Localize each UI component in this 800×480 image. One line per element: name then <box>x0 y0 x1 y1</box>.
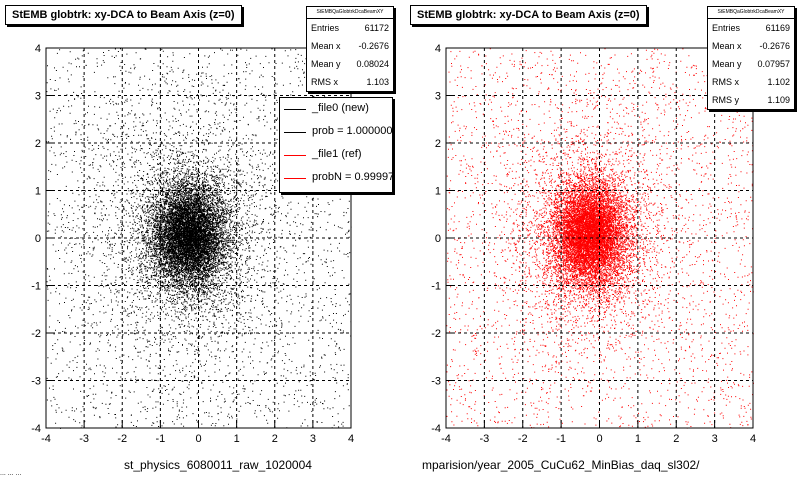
y-tick-label: 0 <box>435 233 441 245</box>
right-chart-title: StEMB globtrk: xy-DCA to Beam Axis (z=0) <box>410 5 647 25</box>
stats-value: 1.103 <box>366 77 389 87</box>
x-tick-label: 0 <box>195 433 201 445</box>
x-tick-label: -3 <box>79 433 89 445</box>
x-tick-label: -3 <box>479 433 489 445</box>
y-tick-label: -2 <box>431 328 441 340</box>
x-tick-label: -1 <box>556 433 566 445</box>
x-tick-label: -4 <box>441 433 451 445</box>
stats-label: Mean x <box>712 41 742 51</box>
legend: _file0 (new) prob = 1.000000 _file1 (ref… <box>279 97 393 193</box>
y-tick-label: -4 <box>431 423 441 435</box>
x-tick-label: 1 <box>635 433 641 445</box>
footer-text: ... ... ... <box>0 470 22 477</box>
x-tick-label: -1 <box>155 433 165 445</box>
axis-ticks: -4 -3 -2 -1 0 1 2 3 4 -4 -3 -2 -1 0 1 2 3 4 <box>431 43 756 445</box>
stats-label: RMS x <box>712 77 739 87</box>
y-tick-label: 3 <box>35 91 41 103</box>
x-tick-label: -4 <box>41 433 51 445</box>
y-tick-label: -1 <box>431 281 441 293</box>
legend-item: prob = 1.000000 <box>280 121 392 144</box>
stats-label: RMS x <box>311 77 338 87</box>
left-x-axis-label: st_physics_6080011_raw_1020004 <box>124 458 312 472</box>
stats-value: 1.102 <box>767 77 790 87</box>
left-stats-row: Mean x -0.2676 <box>307 37 393 55</box>
right-plot-area: -4 -3 -2 -1 0 1 2 3 4 -4 -3 -2 -1 0 1 2 3 4 <box>431 43 756 445</box>
right-chart: -4 -3 -2 -1 0 1 2 3 4 -4 -3 -2 -1 0 1 2 3 4 StEMB globtrk… <box>400 0 800 472</box>
left-stats-name: StEMBQaGlobtrkDcaBeamXY <box>307 7 393 19</box>
legend-item: probN = 0.999976 <box>280 167 392 190</box>
x-tick-label: 3 <box>310 433 316 445</box>
stats-label: Entries <box>311 23 340 33</box>
stats-label: Entries <box>712 23 741 33</box>
stats-value: -0.2676 <box>759 41 790 51</box>
legend-label: probN = 0.999976 <box>312 171 393 183</box>
right-stats-row: Mean y 0.07957 <box>708 55 794 73</box>
y-tick-label: 2 <box>435 138 441 150</box>
left-chart-title: StEMB globtrk: xy-DCA to Beam Axis (z=0) <box>5 5 242 25</box>
scatter-point-cloud <box>446 48 754 429</box>
x-tick-label: 0 <box>596 433 602 445</box>
axis-ticks: -4 -3 -2 -1 0 1 2 3 4 -4 -3 -2 -1 0 1 2 3 4 <box>31 43 354 445</box>
stats-label: Mean y <box>712 59 742 69</box>
stats-value: 61169 <box>765 23 790 33</box>
stats-value: 0.07957 <box>757 59 790 69</box>
y-tick-label: -4 <box>31 423 41 435</box>
x-tick-label: 2 <box>272 433 278 445</box>
x-tick-label: -2 <box>117 433 127 445</box>
stats-label: Mean y <box>311 59 341 69</box>
right-stats-row: RMS x 1.102 <box>708 73 794 91</box>
left-stats-row: RMS x 1.103 <box>307 73 393 91</box>
legend-label: _file1 (ref) <box>312 148 362 160</box>
y-tick-label: 4 <box>435 43 441 55</box>
x-tick-label: 3 <box>712 433 718 445</box>
legend-item: _file1 (ref) <box>280 144 392 167</box>
legend-swatch <box>284 155 306 156</box>
stats-value: 0.08024 <box>356 59 389 69</box>
y-tick-label: -3 <box>431 376 441 388</box>
legend-swatch <box>284 109 306 110</box>
y-tick-label: 2 <box>35 138 41 150</box>
left-chart: -4 -3 -2 -1 0 1 2 3 4 -4 -3 -2 -1 0 1 2 3 4 StEMB globtrk… <box>0 0 400 472</box>
y-tick-label: -2 <box>31 328 41 340</box>
stats-label: Mean x <box>311 41 341 51</box>
right-stats-row: Entries 61169 <box>708 19 794 37</box>
legend-label: prob = 1.000000 <box>312 125 393 137</box>
stats-value: 61172 <box>364 23 389 33</box>
right-x-axis-label: mparision/year_2005_CuCu62_MinBias_daq_s… <box>422 458 700 472</box>
x-tick-label: -2 <box>518 433 528 445</box>
scatter-point-cloud <box>46 48 352 429</box>
stats-value: -0.2676 <box>358 41 389 51</box>
x-tick-label: 1 <box>234 433 240 445</box>
right-stats-box: StEMBQaGlobtrkDcaBeamXY Entries 61169 Mea… <box>707 6 795 110</box>
y-tick-label: -3 <box>31 376 41 388</box>
y-tick-label: 0 <box>35 233 41 245</box>
left-stats-row: Entries 61172 <box>307 19 393 37</box>
legend-swatch <box>284 178 306 179</box>
x-tick-label: 4 <box>348 433 354 445</box>
legend-swatch <box>284 132 306 133</box>
right-stats-name: StEMBQaGlobtrkDcaBeamXY <box>708 7 794 19</box>
x-tick-label: 2 <box>673 433 679 445</box>
stats-value: 1.109 <box>767 95 790 105</box>
right-stats-row: Mean x -0.2676 <box>708 37 794 55</box>
right-stats-row: RMS y 1.109 <box>708 91 794 109</box>
y-tick-label: 4 <box>35 43 41 55</box>
scatter-points <box>46 48 352 429</box>
left-stats-row: Mean y 0.08024 <box>307 55 393 73</box>
left-stats-box: StEMBQaGlobtrkDcaBeamXY Entries 61172 Mea… <box>306 6 394 92</box>
y-tick-label: -1 <box>31 281 41 293</box>
x-tick-label: 4 <box>750 433 756 445</box>
legend-item: _file0 (new) <box>280 98 392 121</box>
stats-label: RMS y <box>712 95 739 105</box>
y-tick-label: 1 <box>35 186 41 198</box>
y-tick-label: 3 <box>435 91 441 103</box>
legend-label: _file0 (new) <box>312 102 369 114</box>
y-tick-label: 1 <box>435 186 441 198</box>
scatter-points <box>446 48 754 429</box>
